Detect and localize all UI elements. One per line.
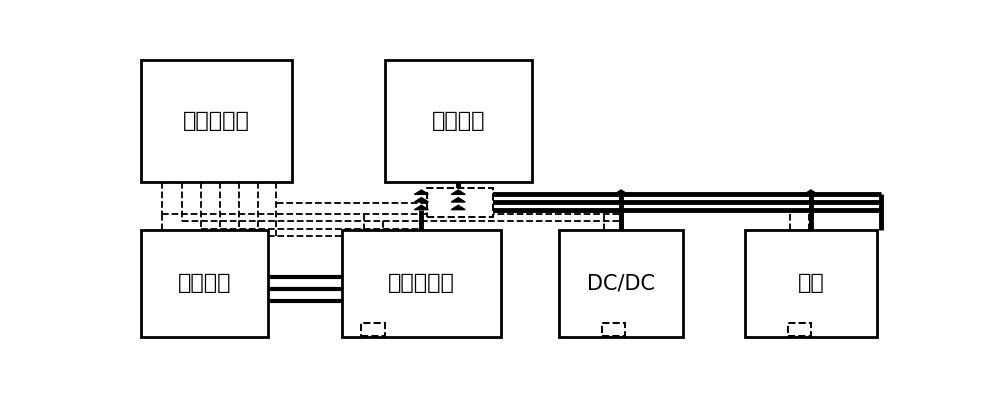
Polygon shape (451, 205, 465, 210)
Text: DC/DC: DC/DC (587, 273, 655, 293)
Bar (385, 60, 532, 182)
Text: 驱动电机: 驱动电机 (178, 273, 231, 293)
Text: 动力电池: 动力电池 (432, 111, 485, 131)
Bar (140, 60, 292, 182)
Bar (788, 324, 811, 335)
Bar (427, 188, 493, 217)
Bar (559, 229, 683, 337)
Bar (745, 229, 877, 337)
Bar (602, 324, 625, 335)
Text: 整车控制器: 整车控制器 (183, 111, 250, 131)
Text: 电机控制器: 电机控制器 (388, 273, 455, 293)
Polygon shape (414, 190, 428, 195)
Polygon shape (451, 198, 465, 202)
Bar (342, 229, 501, 337)
Polygon shape (804, 190, 818, 195)
Bar (361, 324, 385, 335)
Polygon shape (614, 190, 628, 195)
Polygon shape (451, 190, 465, 195)
Bar (140, 229, 268, 337)
Polygon shape (414, 205, 428, 210)
Polygon shape (414, 198, 428, 202)
Text: 空调: 空调 (798, 273, 824, 293)
